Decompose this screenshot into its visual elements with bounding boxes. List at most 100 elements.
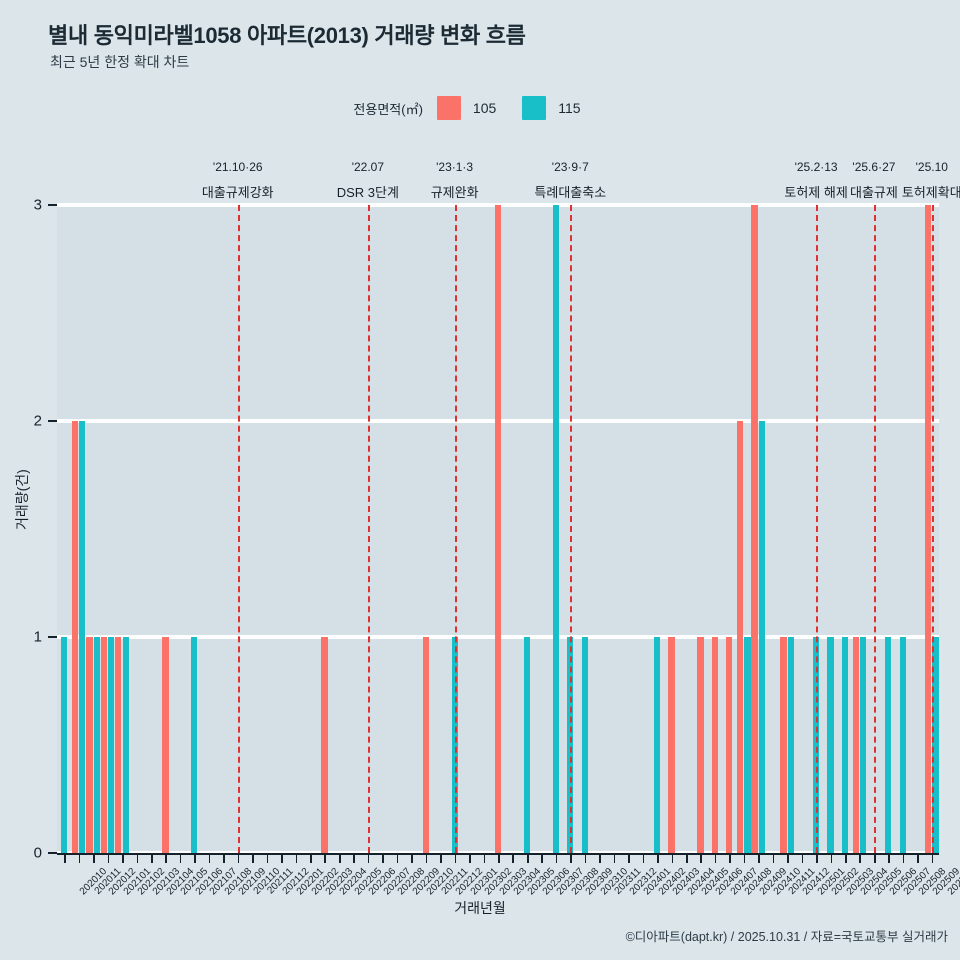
x-axis-line: [57, 853, 939, 855]
bar-105-202101[interactable]: [100, 637, 107, 853]
x-tick-mark: [873, 855, 876, 863]
x-tick-mark: [917, 855, 919, 863]
bar-115-202403[interactable]: [653, 637, 661, 853]
bar-115-202504[interactable]: [841, 637, 849, 853]
event-date-202510: '25.10: [915, 160, 948, 174]
event-line-202301: [454, 205, 457, 853]
legend-swatch-115: [522, 96, 547, 120]
x-tick-mark: [512, 855, 515, 863]
x-tick-mark: [758, 855, 760, 863]
x-tick-mark: [498, 855, 500, 863]
bar-105-202409[interactable]: [737, 421, 744, 853]
bar-115-202010[interactable]: [61, 637, 68, 853]
footer-credit: ©디아파트(dapt.kr) / 2025.10.31 / 자료=국토교통부 실…: [625, 930, 948, 944]
x-tick-mark: [816, 855, 818, 863]
x-tick-mark: [266, 855, 269, 863]
bar-115-202503[interactable]: [827, 637, 834, 853]
bar-115-202410[interactable]: [758, 421, 766, 853]
bar-105-202410[interactable]: [751, 205, 758, 853]
bar-115-202107[interactable]: [191, 637, 198, 853]
x-tick-mark: [657, 855, 659, 863]
legend-item-105[interactable]: 105: [436, 96, 496, 120]
x-tick-mark: [454, 855, 457, 863]
bar-115-202310[interactable]: [581, 637, 588, 853]
y-tick-mark: [48, 636, 57, 638]
legend-label-115: 115: [558, 100, 581, 116]
bar-115-202510[interactable]: [932, 637, 939, 853]
bar-105-202404[interactable]: [668, 637, 675, 853]
page-subtitle: 최근 5년 한정 확대 차트: [50, 54, 190, 70]
bar-115-202101[interactable]: [108, 637, 115, 853]
x-tick-mark: [700, 855, 703, 863]
x-tick-mark: [252, 855, 254, 863]
x-tick-mark: [526, 855, 529, 863]
bar-105-202102[interactable]: [115, 637, 122, 853]
x-tick-mark: [845, 855, 847, 863]
x-tick-mark: [888, 855, 890, 863]
legend-title: 전용면적(㎡): [353, 101, 423, 117]
x-tick-mark: [122, 855, 124, 863]
bar-115-202102[interactable]: [122, 637, 129, 853]
bar-115-202508[interactable]: [899, 637, 906, 853]
x-tick-mark: [440, 855, 442, 863]
x-tick-mark: [382, 855, 384, 863]
event-date-202309: '23·9·7: [551, 160, 589, 174]
y-tick-mark: [48, 420, 57, 422]
x-tick-mark: [685, 855, 688, 863]
y-tick-mark: [48, 852, 57, 854]
bar-115-202012[interactable]: [93, 637, 100, 853]
x-tick-mark: [281, 855, 283, 863]
bar-105-202505[interactable]: [852, 637, 859, 853]
y-tick-mark: [48, 204, 57, 206]
bar-115-202507[interactable]: [885, 637, 892, 853]
bar-105-202011[interactable]: [71, 421, 79, 853]
x-tick-mark: [787, 855, 789, 863]
bar-105-202204[interactable]: [321, 637, 328, 853]
x-tick-mark: [859, 855, 862, 863]
x-tick-mark: [555, 855, 558, 863]
x-tick-mark: [830, 855, 833, 863]
x-tick-mark: [223, 855, 225, 863]
x-tick-mark: [931, 855, 934, 863]
y-tick-label: 0: [33, 844, 42, 862]
bar-105-202105[interactable]: [162, 637, 169, 853]
event-line-202207: [367, 205, 370, 853]
y-axis-title: 거래량(건): [14, 469, 30, 530]
bar-105-202407[interactable]: [711, 637, 718, 853]
bar-105-202304[interactable]: [494, 205, 502, 853]
event-line-202502: [816, 205, 819, 853]
event-label-202510: 토허제확대: [901, 185, 960, 200]
x-tick-mark: [743, 855, 746, 863]
event-date-202502: '25.2·13: [794, 160, 838, 174]
bar-105-202211[interactable]: [422, 637, 429, 853]
bar-115-202412[interactable]: [787, 637, 794, 853]
bar-115-202502[interactable]: [812, 637, 820, 853]
x-tick-mark: [642, 855, 645, 863]
bar-105-202408[interactable]: [726, 637, 733, 853]
bar-105-202412[interactable]: [780, 637, 787, 853]
x-tick-mark: [599, 855, 601, 863]
bar-105-202510[interactable]: [924, 205, 932, 853]
bar-115-202306[interactable]: [523, 637, 530, 853]
bar-115-202308[interactable]: [552, 205, 559, 853]
x-tick-mark: [367, 855, 370, 863]
y-tick-label: 3: [33, 196, 42, 214]
event-label-202309: 특례대출축소: [534, 185, 607, 200]
event-date-202110: '21.10·26: [212, 160, 263, 174]
x-tick-mark: [165, 855, 168, 863]
x-tick-mark: [469, 855, 471, 863]
bar-115-202409[interactable]: [744, 637, 751, 853]
bar-105-202012[interactable]: [86, 637, 93, 853]
bar-115-202505[interactable]: [860, 637, 867, 853]
legend-item-115[interactable]: 115: [522, 96, 581, 120]
bar-105-202406[interactable]: [697, 637, 704, 853]
x-tick-mark: [295, 855, 298, 863]
event-label-202110: 대출규제강화: [201, 185, 274, 200]
event-date-202301: '23·1·3: [436, 160, 474, 174]
x-tick-mark: [411, 855, 413, 863]
bar-115-202011[interactable]: [79, 421, 86, 853]
x-tick-mark: [570, 855, 572, 863]
x-tick-mark: [714, 855, 717, 863]
x-tick-mark: [179, 855, 182, 863]
